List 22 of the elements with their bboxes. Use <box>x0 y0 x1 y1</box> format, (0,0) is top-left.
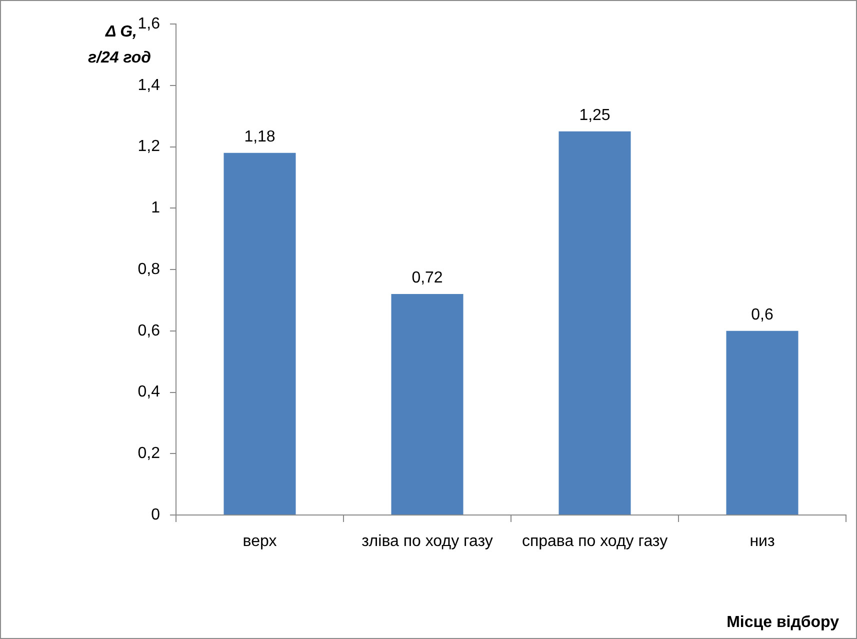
bar <box>391 294 464 514</box>
bar <box>726 330 798 514</box>
data-label: 0,6 <box>751 306 774 324</box>
data-label: 1,25 <box>579 106 610 124</box>
y-tick-label: 0,2 <box>138 445 160 462</box>
x-tick-label: зліва по ходу газу <box>362 533 493 550</box>
x-axis-title: Місце відбору <box>726 614 840 631</box>
x-tick-label: справа по ходу газу <box>522 533 668 550</box>
bar <box>558 131 631 514</box>
y-tick-label: 1,6 <box>138 15 160 32</box>
y-tick-label: 0,6 <box>138 322 160 340</box>
y-tick-label: 0,4 <box>138 384 160 401</box>
data-label: 1,18 <box>244 128 276 146</box>
bar <box>224 152 296 514</box>
y-tick-label: 0,8 <box>138 260 160 278</box>
y-tick-label: 1,4 <box>138 76 160 94</box>
data-label: 0,72 <box>412 269 443 286</box>
y-tick-label: 1,2 <box>138 138 160 156</box>
x-tick-label: низ <box>750 533 775 550</box>
x-tick-label: верх <box>242 533 277 550</box>
y-tick-label: 1 <box>151 200 160 217</box>
y-tick-label: 0 <box>151 506 160 524</box>
